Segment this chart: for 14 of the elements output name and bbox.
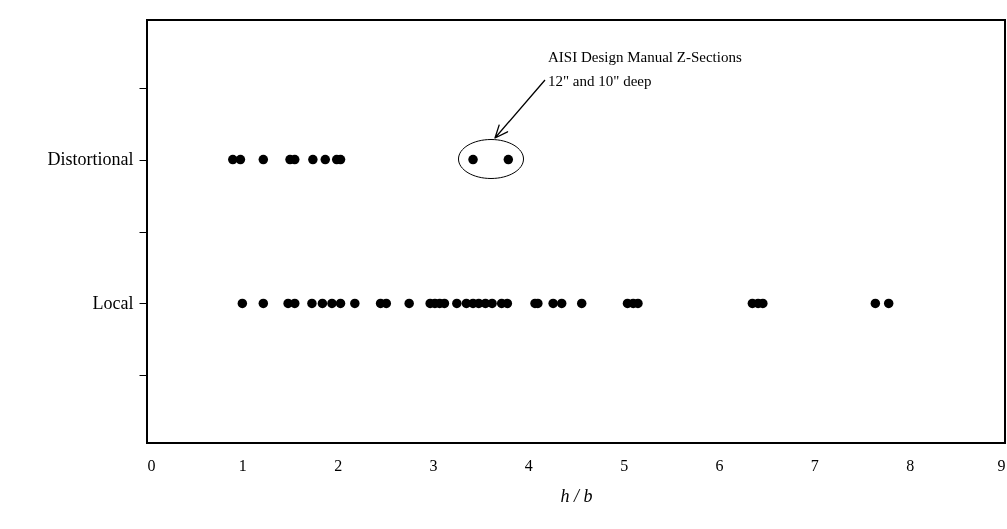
x-tick-label: 6 bbox=[715, 456, 724, 474]
x-tick-label: 3 bbox=[429, 456, 438, 474]
x-axis-title: h / b bbox=[560, 485, 593, 506]
x-tick-label: 5 bbox=[620, 456, 629, 474]
x-tick-label: 7 bbox=[810, 456, 819, 474]
x-tick-label: 0 bbox=[147, 456, 156, 474]
x-tick-label: 8 bbox=[906, 456, 915, 474]
y-tick-label: Local bbox=[92, 292, 134, 313]
x-tick-label: 1 bbox=[238, 456, 247, 474]
annotation: AISI Design Manual Z-Sections 12" and 10" deep bbox=[548, 49, 742, 89]
y-tick-label: Distortional bbox=[47, 149, 134, 170]
x-tick-label: 4 bbox=[524, 456, 533, 474]
x-tick-label: 9 bbox=[997, 456, 1006, 474]
x-tick-label: 2 bbox=[334, 456, 343, 474]
